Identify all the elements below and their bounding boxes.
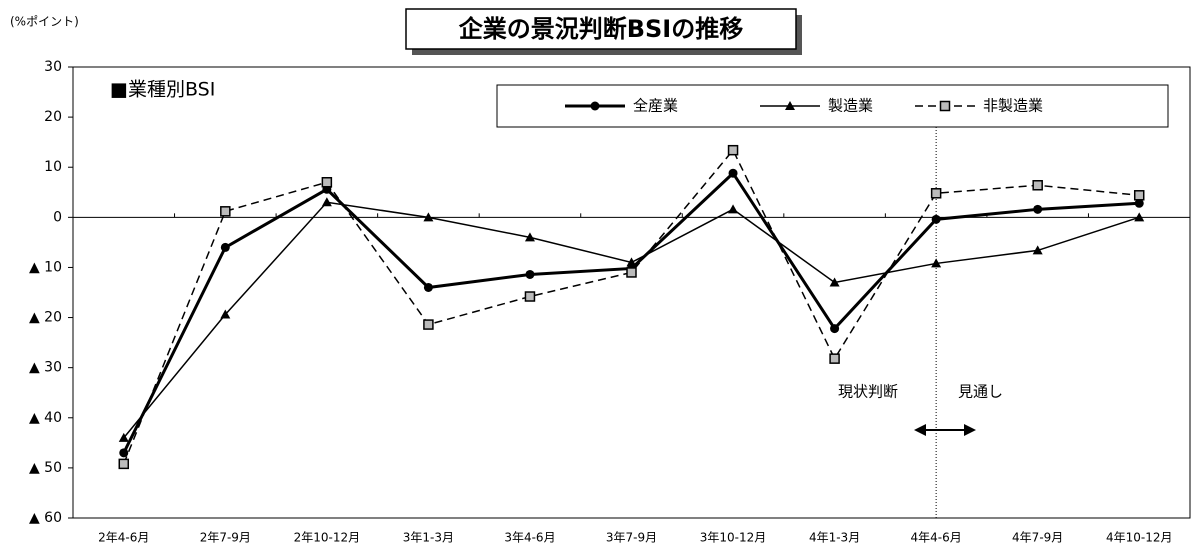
marker bbox=[423, 212, 434, 222]
marker bbox=[728, 168, 738, 178]
x-tick-label: 4年7-9月 bbox=[1012, 531, 1063, 545]
marker bbox=[118, 432, 129, 442]
y-tick-label: ▲ 30 bbox=[29, 360, 62, 376]
marker bbox=[220, 206, 231, 217]
marker bbox=[321, 177, 333, 188]
marker bbox=[939, 100, 951, 112]
marker bbox=[118, 458, 130, 470]
x-tick-label: 4年4-6月 bbox=[911, 531, 962, 545]
y-tick-label: ▲ 20 bbox=[29, 310, 62, 326]
legend-label: 非製造業 bbox=[983, 97, 1043, 115]
marker bbox=[1032, 180, 1043, 191]
marker bbox=[727, 144, 739, 156]
marker bbox=[829, 277, 840, 287]
marker bbox=[1134, 212, 1145, 222]
x-tick-label: 2年7-9月 bbox=[200, 531, 251, 545]
x-tick-label: 4年10-12月 bbox=[1106, 531, 1173, 545]
series-line bbox=[123, 201, 1140, 439]
y-tick-label: 20 bbox=[44, 109, 62, 125]
x-tick-label: 2年4-6月 bbox=[98, 531, 149, 545]
y-tick-label: 10 bbox=[44, 159, 62, 175]
y-tick-label: ▲ 60 bbox=[29, 510, 62, 526]
annotation: 現状判断 bbox=[838, 383, 898, 401]
legend-label: 製造業 bbox=[828, 97, 873, 115]
marker bbox=[931, 258, 942, 268]
arrow bbox=[914, 424, 976, 436]
marker bbox=[220, 242, 230, 252]
y-tick-label: ▲ 40 bbox=[29, 410, 62, 426]
legend: 全産業 製造業 非製造業 bbox=[565, 97, 1043, 115]
marker bbox=[728, 204, 739, 214]
x-tick-label: 3年1-3月 bbox=[403, 531, 454, 545]
marker bbox=[423, 319, 434, 330]
x-tick-label: 3年7-9月 bbox=[606, 531, 657, 545]
marker bbox=[1033, 204, 1043, 214]
y-tick-label: ▲ 10 bbox=[29, 259, 62, 275]
marker bbox=[1134, 198, 1144, 208]
x-tick-label: 3年4-6月 bbox=[504, 531, 555, 545]
marker bbox=[524, 291, 536, 302]
plot-frame bbox=[72, 66, 1191, 519]
y-tick-label: ▲ 50 bbox=[29, 460, 62, 476]
marker bbox=[930, 188, 942, 199]
marker bbox=[524, 232, 535, 242]
marker bbox=[423, 282, 433, 292]
y-tick-label: 30 bbox=[44, 59, 62, 75]
y-unit: (%ポイント) bbox=[10, 15, 79, 29]
x-tick-label: 2年10-12月 bbox=[294, 531, 361, 545]
marker bbox=[321, 197, 332, 207]
annotation: 見通し bbox=[958, 383, 1003, 401]
x-tick-label: 4年1-3月 bbox=[809, 531, 860, 545]
x-tick-label: 3年10-12月 bbox=[700, 531, 767, 545]
legend-label: 全産業 bbox=[633, 97, 678, 115]
marker bbox=[590, 101, 600, 111]
marker bbox=[1032, 245, 1043, 255]
marker bbox=[1133, 190, 1145, 201]
y-tick-label: 0 bbox=[53, 209, 62, 225]
marker bbox=[830, 324, 840, 334]
marker bbox=[119, 448, 129, 458]
marker bbox=[785, 101, 795, 110]
subtitle: ■業種別BSI bbox=[110, 79, 215, 101]
marker bbox=[626, 267, 637, 278]
marker bbox=[626, 257, 637, 267]
marker bbox=[829, 353, 840, 364]
marker bbox=[525, 269, 535, 279]
chart-title: 企業の景況判断BSIの推移 bbox=[459, 15, 744, 43]
series-line bbox=[123, 148, 1140, 465]
title-box bbox=[405, 8, 797, 50]
marker bbox=[931, 214, 941, 224]
marker bbox=[220, 309, 231, 319]
